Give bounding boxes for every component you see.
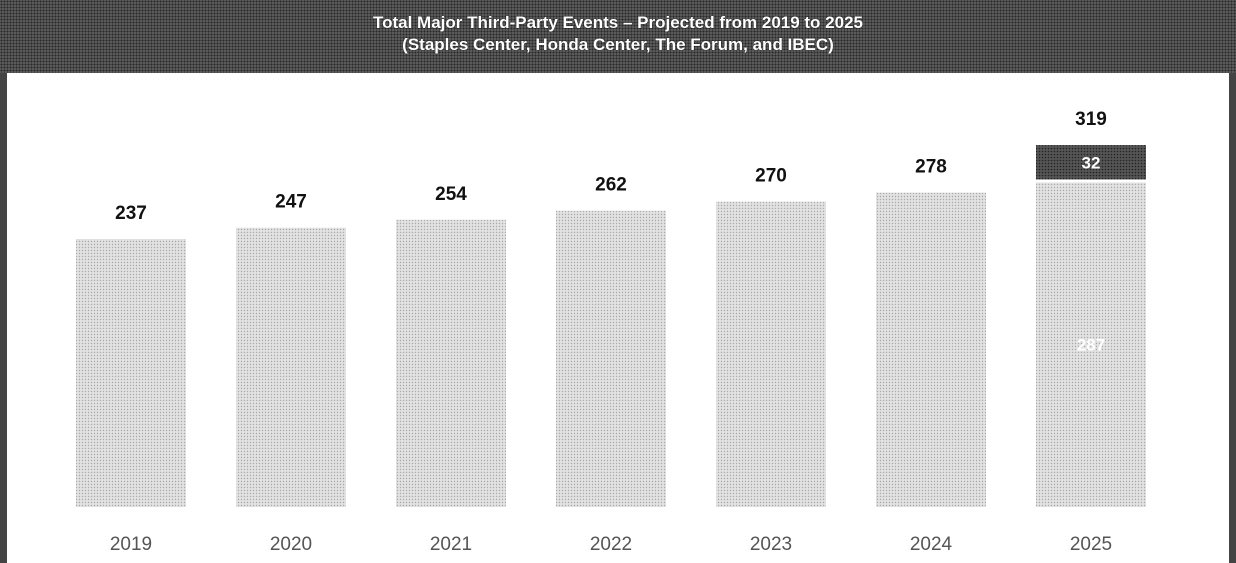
bar-2022 [556,210,666,507]
x-tick-label-2021: 2021 [430,534,472,555]
total-label-2020: 247 [275,192,307,213]
bar-2019 [76,239,186,507]
bar-2021 [396,219,506,507]
total-label-2025: 319 [1075,109,1107,130]
x-tick-label-2019: 2019 [110,534,152,555]
x-tick-label-2020: 2020 [270,534,312,555]
bar-2024 [876,192,986,507]
chart-title-bar: Total Major Third-Party Events – Project… [0,0,1236,73]
total-label-2023: 270 [755,166,787,187]
chart-subtitle: (Staples Center, Honda Center, The Forum… [402,35,834,54]
segment-label-base-2025: 287 [1077,336,1105,355]
bar-2023 [716,201,826,508]
bar-2025 [1036,182,1146,508]
total-label-2024: 278 [915,157,947,178]
x-tick-label-2025: 2025 [1070,534,1112,555]
bar-increment-2025 [1036,145,1146,180]
bar-2020 [236,227,346,507]
x-tick-label-2023: 2023 [750,534,792,555]
total-label-2019: 237 [115,203,147,224]
x-tick-label-2024: 2024 [910,534,953,555]
total-label-2022: 262 [595,175,627,196]
chart-title: Total Major Third-Party Events – Project… [372,13,863,32]
total-label-2021: 254 [435,184,467,205]
segment-label-increment-2025: 32 [1082,153,1101,172]
x-tick-label-2022: 2022 [590,534,632,555]
